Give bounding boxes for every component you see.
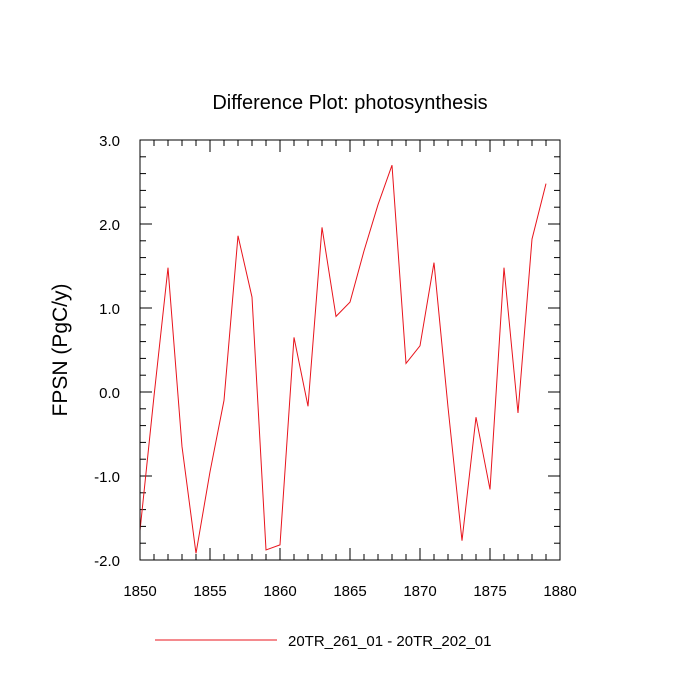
series-lines — [139, 165, 547, 554]
y-axis-label: FPSN (PgC/y) — [49, 283, 72, 416]
y-tick-label: 0.0 — [99, 385, 120, 402]
plot-frame — [139, 139, 561, 561]
y-tick-label: 2.0 — [99, 217, 120, 234]
tick-labels: 1850 1855 1860 1865 1870 1875 1880 -2.0 -1.0 0.0 1… — [94, 133, 577, 600]
y-tick-label: -1.0 — [94, 469, 120, 486]
axis-ticks — [139, 139, 561, 561]
x-tick-label: 1850 — [123, 583, 156, 600]
chart-title: Difference Plot: photosynthesis — [212, 92, 487, 114]
y-tick-label: 3.0 — [99, 133, 120, 150]
x-tick-label: 1880 — [543, 583, 576, 600]
x-tick-label: 1860 — [263, 583, 296, 600]
x-tick-label: 1870 — [403, 583, 436, 600]
x-tick-label: 1855 — [193, 583, 226, 600]
x-tick-label: 1875 — [473, 583, 506, 600]
y-tick-label: 1.0 — [99, 301, 120, 318]
legend: 20TR_261_01 - 20TR_202_01 — [155, 633, 491, 650]
y-tick-label: -2.0 — [94, 553, 120, 570]
x-tick-label: 1865 — [333, 583, 366, 600]
legend-label: 20TR_261_01 - 20TR_202_01 — [288, 633, 491, 650]
series-line-0 — [139, 165, 547, 554]
